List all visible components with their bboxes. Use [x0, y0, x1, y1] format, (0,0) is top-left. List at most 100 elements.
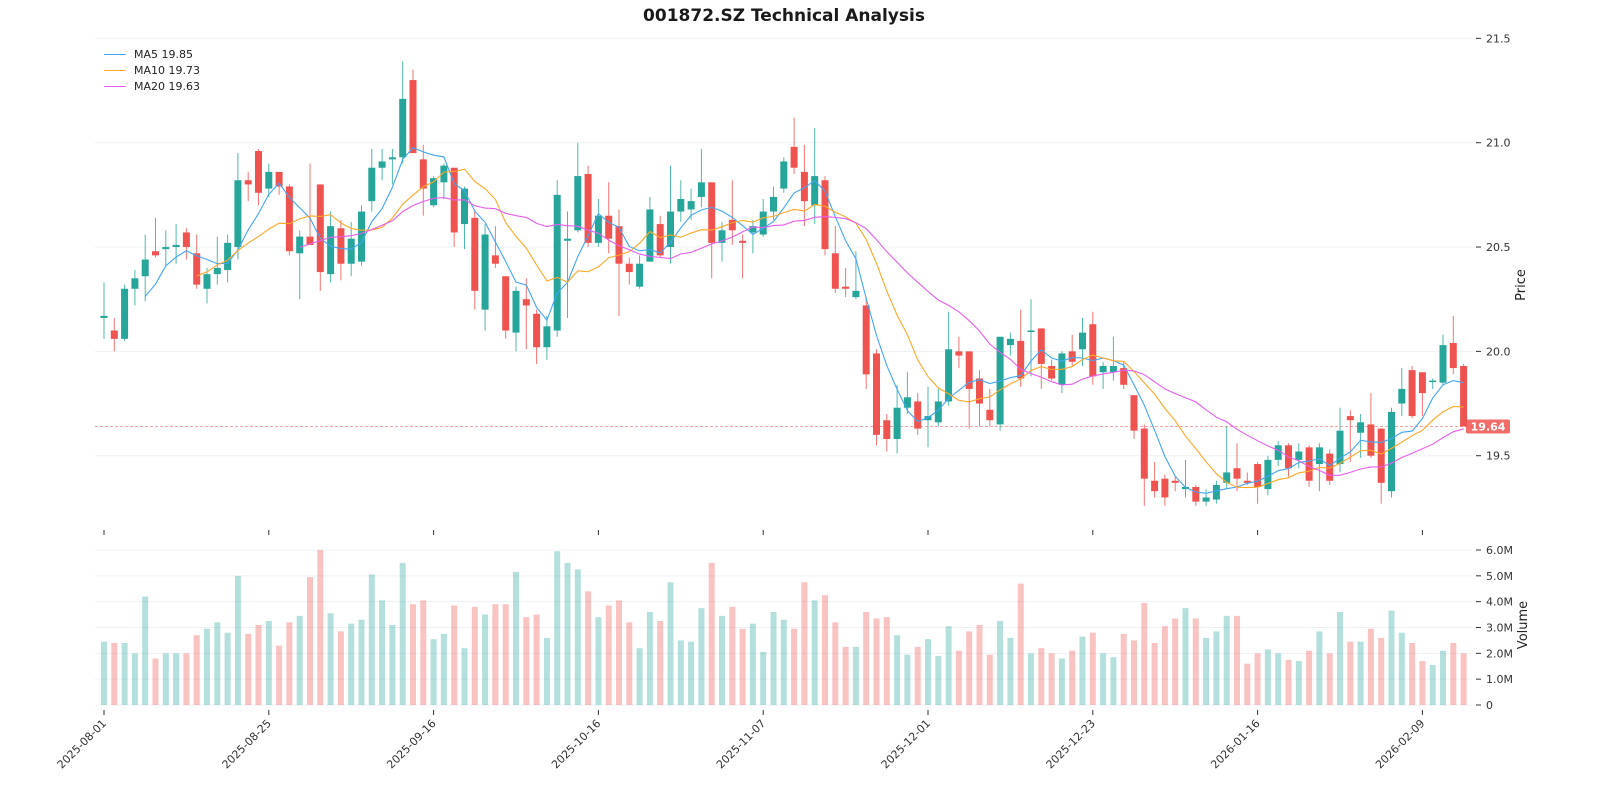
candle — [842, 267, 850, 298]
candle — [1418, 372, 1426, 417]
candle — [1099, 361, 1107, 389]
volume-bar — [1398, 632, 1405, 705]
candle-body — [728, 219, 736, 231]
candle — [193, 234, 201, 289]
volume-bar — [1244, 663, 1251, 705]
volume-bar — [657, 621, 664, 705]
candle — [667, 165, 674, 264]
volume-bar — [430, 639, 437, 705]
candle — [697, 148, 705, 208]
legend-entry-ma20: MA20 19.63 — [104, 78, 200, 94]
volume-bar — [616, 600, 622, 705]
volume-bar — [276, 645, 283, 705]
candle — [430, 176, 438, 208]
volume-bar — [966, 631, 973, 705]
volume-bar — [873, 618, 880, 705]
candle-body — [1068, 351, 1076, 362]
candle — [203, 267, 211, 304]
candle — [656, 215, 664, 258]
candle-body — [378, 161, 386, 168]
candle — [594, 199, 602, 248]
candle-body — [1006, 338, 1014, 346]
candle — [646, 196, 654, 262]
volume-bar — [945, 626, 952, 705]
volume-bar — [1409, 643, 1416, 705]
x-tick-label: 2025-11-07 — [714, 717, 768, 771]
candle — [141, 234, 149, 302]
candle-body — [244, 180, 252, 185]
volume-bar — [111, 643, 118, 705]
candle — [1264, 455, 1272, 496]
x-tick-label: 2025-08-01 — [55, 717, 109, 771]
volume-bar — [410, 604, 416, 705]
candle — [1151, 461, 1159, 498]
volume-bar — [760, 652, 767, 705]
price-tick-label: 19.5 — [1486, 450, 1511, 463]
volume-bar — [852, 646, 859, 705]
volume-bar — [863, 612, 870, 705]
candle — [337, 219, 345, 281]
candle — [1439, 334, 1447, 385]
volume-bar — [296, 615, 303, 705]
candle-body — [903, 397, 911, 408]
candle — [244, 171, 252, 202]
candle-body — [1182, 487, 1189, 490]
volume-bar — [636, 648, 643, 705]
volume-bar — [595, 617, 602, 705]
candle — [409, 69, 417, 154]
volume-tick-label: 5.0M — [1486, 570, 1513, 583]
candle-body — [152, 251, 159, 256]
volume-bar — [543, 637, 550, 705]
candle-body — [296, 236, 304, 254]
volume-bar — [1161, 626, 1168, 705]
legend-label: MA20 19.63 — [134, 79, 200, 93]
candle — [615, 209, 623, 316]
candle — [378, 148, 386, 181]
volume-bar — [1316, 631, 1323, 705]
volume-bar — [286, 622, 293, 705]
volume-bar — [1264, 649, 1271, 705]
candle — [182, 228, 190, 260]
candle-body — [1161, 478, 1169, 498]
volume-bar — [749, 623, 756, 705]
x-tick-label: 2026-01-16 — [1208, 717, 1262, 771]
candle — [770, 186, 777, 220]
candle — [564, 211, 571, 318]
volume-bar — [255, 624, 262, 705]
candle-body — [275, 171, 283, 187]
ma10-line — [196, 168, 1464, 489]
candle — [1130, 395, 1138, 440]
candle-body — [1048, 365, 1056, 379]
volume-bar — [358, 619, 365, 705]
candle — [862, 297, 870, 389]
candle — [1274, 441, 1282, 467]
volume-bar — [925, 639, 931, 705]
volume-bar — [183, 653, 190, 705]
candle-body — [285, 186, 293, 252]
candle — [821, 176, 829, 256]
volume-bar — [482, 614, 489, 705]
candle — [800, 144, 808, 227]
candle — [358, 205, 365, 266]
candle-body — [1315, 447, 1323, 465]
last-price-badge — [1466, 419, 1510, 434]
candle — [1089, 311, 1097, 385]
candle-body — [1037, 328, 1045, 364]
volume-bar — [471, 606, 478, 705]
volume-bar — [317, 550, 324, 705]
volume-bar — [729, 606, 736, 705]
candle-body — [1017, 340, 1025, 379]
candle-body — [1408, 370, 1416, 417]
volume-bar — [1367, 628, 1374, 705]
volume-bar — [1234, 615, 1240, 705]
candle-body — [862, 305, 870, 375]
candle-body — [471, 217, 479, 291]
candle-body — [1151, 480, 1159, 492]
candle — [522, 278, 530, 350]
candle — [285, 184, 293, 256]
volume-bar — [894, 635, 901, 705]
volume-bar — [420, 600, 427, 705]
candle-body — [182, 232, 190, 248]
candle — [512, 286, 520, 352]
volume-bar — [1347, 641, 1354, 705]
